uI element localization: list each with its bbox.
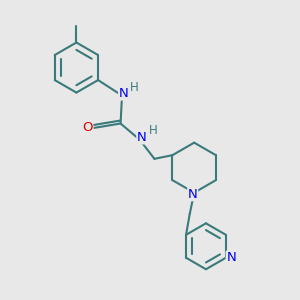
Text: N: N	[137, 131, 147, 144]
Text: H: H	[130, 81, 139, 94]
Text: N: N	[118, 87, 128, 100]
Text: N: N	[226, 251, 236, 264]
Text: O: O	[82, 122, 93, 134]
Text: N: N	[188, 188, 198, 201]
Text: H: H	[149, 124, 158, 137]
